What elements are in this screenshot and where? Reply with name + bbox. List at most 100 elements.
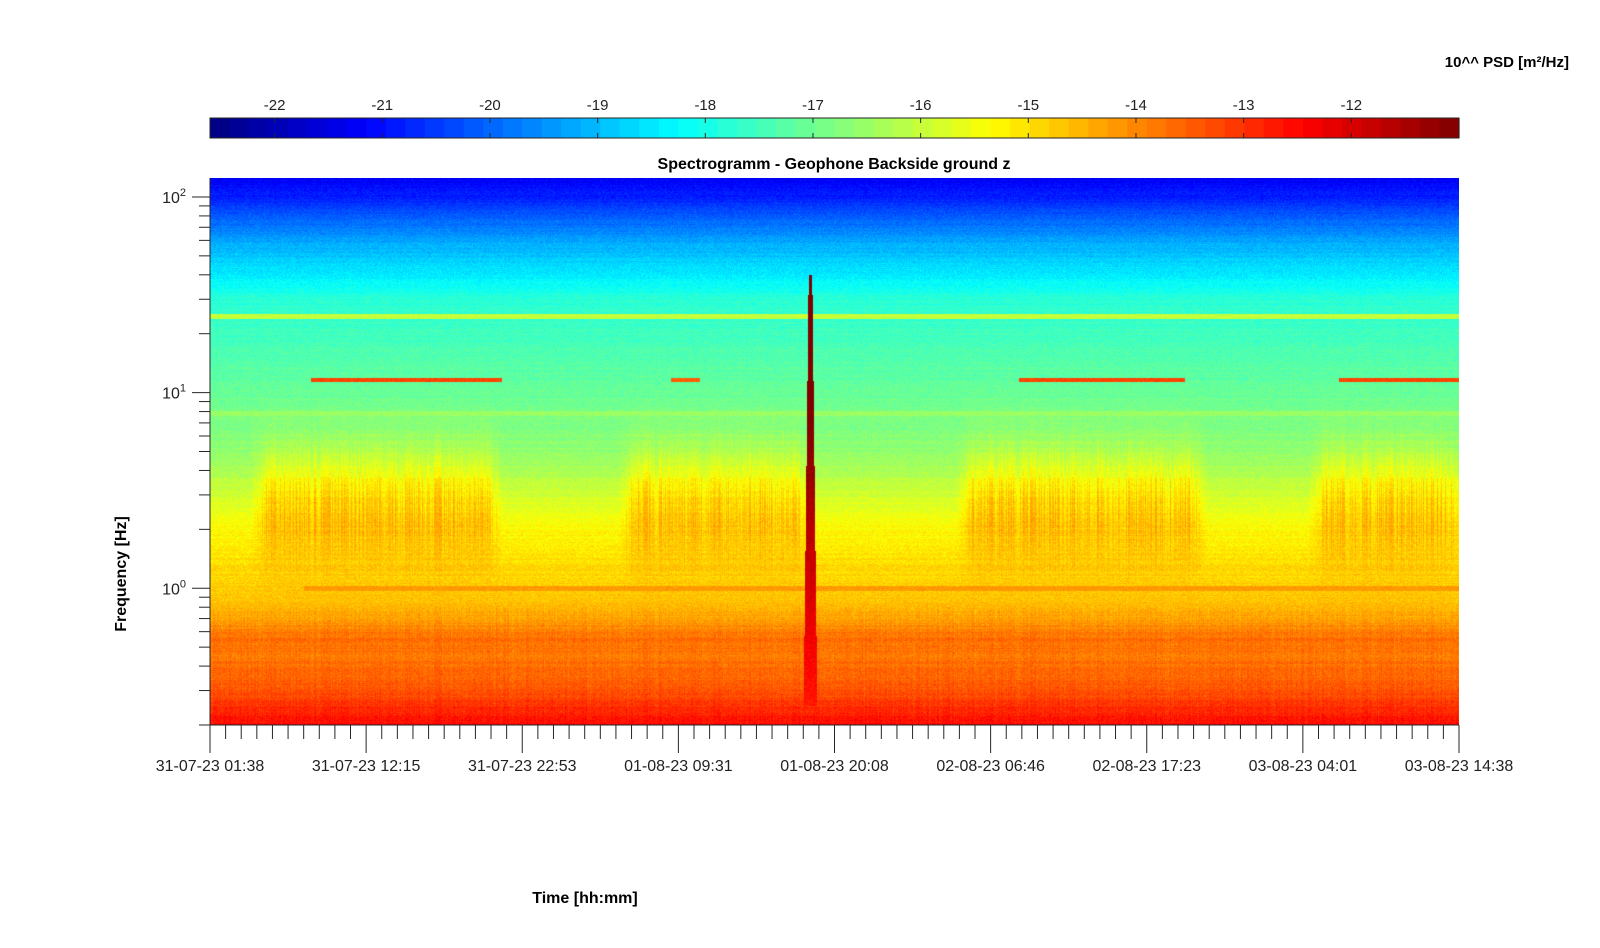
colorbar-swatch (1088, 118, 1109, 138)
colorbar-swatch (697, 118, 719, 138)
colorbar-swatch (912, 118, 933, 138)
colorbar-swatch (1049, 118, 1070, 138)
chart-title: Spectrogramm - Geophone Backside ground … (658, 156, 1011, 173)
colorbar-tick-label: -21 (371, 97, 393, 114)
x-tick-label: 01-08-23 09:31 (624, 758, 733, 775)
x-tick-label: 01-08-23 20:08 (780, 758, 889, 775)
colorbar-swatch (932, 118, 953, 138)
y-axis-label: Frequency [Hz] (113, 516, 130, 632)
colorbar-swatch (951, 118, 972, 138)
colorbar-swatch (1322, 118, 1343, 138)
y-tick-label: 102 (162, 187, 186, 207)
colorbar-swatch (854, 118, 875, 138)
colorbar-swatch (1185, 118, 1206, 138)
colorbar-swatch (619, 118, 640, 138)
colorbar-swatch (366, 118, 387, 138)
x-tick-label: 02-08-23 17:23 (1092, 758, 1201, 775)
colorbar-swatch (346, 118, 367, 138)
colorbar-tick-label: -16 (910, 97, 932, 114)
x-tick-label: 31-07-23 01:38 (156, 758, 265, 775)
colorbar-swatch (210, 118, 231, 138)
x-axis-label: Time [hh:mm] (532, 890, 637, 907)
colorbar-label: 10^^ PSD [m²/Hz] (1445, 54, 1569, 71)
colorbar-swatch (1010, 118, 1031, 138)
x-tick-label: 02-08-23 06:46 (936, 758, 1045, 775)
colorbar-tick-label: -22 (264, 97, 286, 114)
colorbar-swatch (288, 118, 309, 138)
colorbar-swatch (1166, 118, 1187, 138)
colorbar-swatch (1400, 118, 1421, 138)
colorbar-swatch (873, 118, 894, 138)
colorbar-swatch (736, 118, 758, 138)
colorbar-swatch (756, 118, 777, 138)
spectrogram-heatmap (210, 178, 1459, 725)
colorbar-swatch (249, 118, 270, 138)
colorbar-swatch (834, 118, 855, 138)
colorbar-swatch (1263, 118, 1284, 138)
colorbar-swatch (327, 118, 348, 138)
colorbar-tick-label: -15 (1017, 97, 1039, 114)
colorbar-swatch (541, 118, 562, 138)
colorbar-swatch (307, 118, 328, 138)
colorbar-swatch (1205, 118, 1226, 138)
colorbar-swatch (600, 118, 621, 138)
colorbar-tick-label: -12 (1340, 97, 1362, 114)
colorbar-swatch (1029, 118, 1050, 138)
colorbar-swatch (658, 118, 679, 138)
colorbar-swatch (502, 118, 523, 138)
colorbar-swatch (1439, 118, 1460, 138)
colorbar-swatch (717, 118, 738, 138)
colorbar-gradient (210, 118, 1460, 138)
y-tick-label: 100 (162, 578, 186, 598)
y-axis-ticks: 100 101 102 (162, 187, 210, 726)
y-tick-label: 101 (162, 383, 186, 403)
x-axis-ticks: 31-07-23 01:38 31-07-23 12:15 31-07-23 22:… (156, 725, 1514, 775)
colorbar-swatch (424, 118, 445, 138)
colorbar-swatch (795, 118, 816, 138)
colorbar-swatch (971, 118, 992, 138)
colorbar-swatch (1068, 118, 1089, 138)
colorbar-swatch (639, 118, 660, 138)
colorbar-swatch (385, 118, 406, 138)
colorbar-swatch (990, 118, 1011, 138)
colorbar-swatch (1127, 118, 1148, 138)
colorbar-swatch (814, 118, 836, 138)
colorbar-swatch (405, 118, 426, 138)
colorbar-swatch (893, 118, 914, 138)
colorbar-tick-label: -13 (1233, 97, 1255, 114)
colorbar-tick-label: -20 (479, 97, 501, 114)
colorbar-frame (209, 117, 1460, 139)
colorbar-swatch (775, 118, 797, 138)
colorbar-swatch (268, 118, 289, 138)
x-tick-label: 03-08-23 14:38 (1405, 758, 1514, 775)
colorbar-swatch (1283, 118, 1304, 138)
colorbar-tick-label: -14 (1125, 97, 1147, 114)
colorbar-swatch (522, 118, 543, 138)
colorbar-swatch (1224, 118, 1245, 138)
colorbar-swatch (678, 118, 699, 138)
colorbar-swatch (561, 118, 582, 138)
x-tick-label: 31-07-23 12:15 (312, 758, 421, 775)
x-tick-label: 31-07-23 22:53 (468, 758, 577, 775)
colorbar-swatch (1107, 118, 1128, 138)
colorbar-swatch (1244, 118, 1265, 138)
x-tick-label: 03-08-23 04:01 (1249, 758, 1358, 775)
colorbar-swatch (1361, 118, 1382, 138)
colorbar-swatch (229, 118, 250, 138)
colorbar: -22 -21 -20 -19 -18 -17 -16 -15 -14 -13 -12 10^^ P… (209, 54, 1569, 139)
colorbar-swatch (1302, 118, 1323, 138)
colorbar-swatch (1146, 118, 1167, 138)
colorbar-swatch (1380, 118, 1402, 138)
colorbar-swatch (483, 118, 504, 138)
plot-area (209, 178, 1459, 726)
colorbar-tick-label: -18 (694, 97, 716, 114)
colorbar-ticks: -22 -21 -20 -19 -18 -17 -16 -15 -14 -13 -12 (264, 97, 1362, 138)
colorbar-swatch (1419, 118, 1441, 138)
colorbar-swatch (463, 118, 484, 138)
colorbar-tick-label: -17 (802, 97, 824, 114)
colorbar-swatch (580, 118, 601, 138)
colorbar-tick-label: -19 (587, 97, 609, 114)
colorbar-swatch (1341, 118, 1363, 138)
colorbar-swatch (444, 118, 465, 138)
